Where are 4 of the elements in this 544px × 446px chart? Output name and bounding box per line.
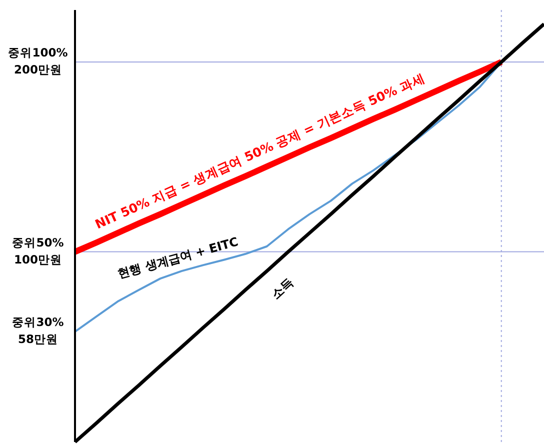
annotation: 소득 [268,275,296,302]
text: 중위30% 58만원 [12,315,64,346]
ref-line-label: 중위50% 100만원 [12,235,64,266]
ref-line-label: 중위100% 200만원 [8,46,68,77]
